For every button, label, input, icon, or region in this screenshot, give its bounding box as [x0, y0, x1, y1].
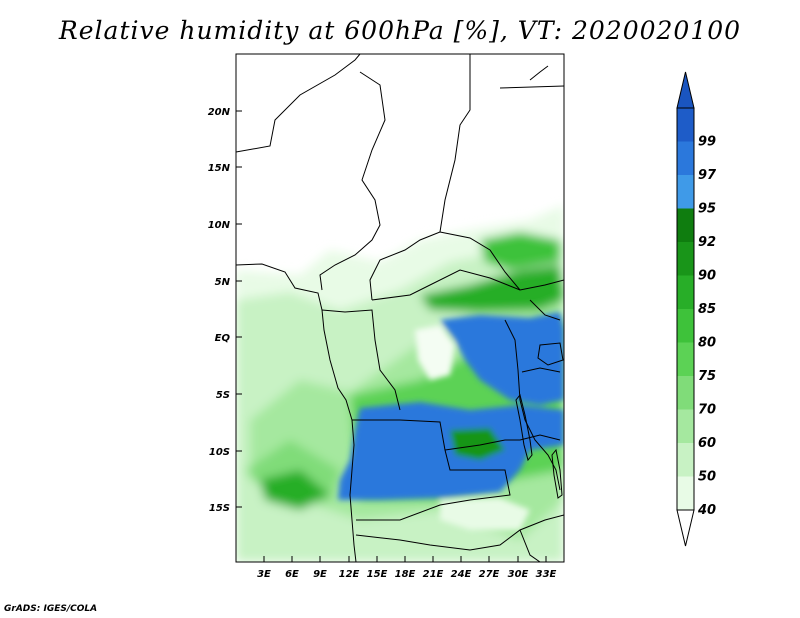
colorbar-level-label: 80: [698, 336, 716, 351]
lon-tick-label: 18E: [395, 569, 416, 580]
lat-tick-label: 5N: [215, 277, 231, 288]
lon-tick-label: 33E: [536, 569, 557, 580]
colorbar-level-label: 92: [698, 235, 716, 250]
lon-tick-label: 24E: [451, 569, 472, 580]
colorbar-segment: [677, 242, 694, 276]
rh-dry-patch-south: [440, 498, 530, 530]
country-borders: [236, 54, 564, 562]
colorbar-level-label: 97: [698, 168, 717, 183]
rh-dry-patch: [415, 325, 455, 380]
border-angola: [352, 419, 511, 521]
colorbar-segment: [677, 208, 694, 242]
map-panel: [236, 54, 564, 562]
lake-malawi: [551, 448, 563, 499]
credit-label: GrADS: IGES/COLA: [4, 604, 98, 614]
coastline: [236, 263, 357, 562]
colorbar-level-label: 40: [697, 503, 716, 518]
border-car: [371, 269, 564, 301]
colorbar-level-label: 70: [698, 403, 716, 418]
colorbar-segment: [677, 108, 694, 142]
border-north: [319, 71, 386, 291]
colorbar-segment: [677, 309, 694, 343]
colorbar-segment: [677, 409, 694, 443]
colorbar-segment: [677, 376, 694, 410]
colorbar-level-label: 60: [698, 436, 716, 451]
lat-tick-label: 20N: [208, 107, 231, 118]
lake-tanganyika: [515, 393, 533, 462]
lon-tick-label: 3E: [257, 569, 271, 580]
lon-tick-label: 6E: [285, 569, 299, 580]
lat-tick-label: EQ: [215, 333, 231, 344]
colorbar-level-label: 95: [698, 202, 716, 217]
lat-tick-label: 15S: [209, 503, 230, 514]
border-zambia: [444, 434, 561, 451]
lake-victoria: [537, 342, 564, 366]
colorbar-under-triangle: [676, 509, 695, 547]
colorbar-segment: [677, 443, 694, 477]
border-ne-coast: [529, 65, 549, 81]
rh-95-region-south: [338, 402, 564, 500]
rh-85-region: [420, 265, 564, 312]
border-congo: [321, 309, 401, 411]
border-sudan: [439, 231, 521, 291]
colorbar-segment: [677, 342, 694, 376]
lon-tick-label: 12E: [339, 569, 360, 580]
lat-tick-label: 10S: [209, 447, 230, 458]
map-frame: [235, 53, 565, 563]
humidity-field: [236, 205, 564, 562]
colorbar-level-label: 85: [698, 302, 716, 317]
lat-tick-label: 10N: [208, 220, 231, 231]
rh-92-patch: [450, 428, 505, 460]
longitude-axis: 3E 6E 9E 12E 15E 18E 21E 24E 27E 30E 33E: [257, 569, 556, 580]
latitude-axis: 20N 15N 10N 5N EQ 5S 10S 15S: [208, 107, 231, 514]
colorbar-over-triangle: [676, 71, 695, 109]
colorbar-segment: [677, 141, 694, 175]
colorbar-segment: [677, 175, 694, 209]
lon-tick-label: 27E: [479, 569, 500, 580]
lon-tick-label: 21E: [423, 569, 444, 580]
colorbar-level-label: 50: [698, 470, 716, 485]
border-sahara: [236, 54, 361, 153]
border-south: [355, 514, 564, 551]
colorbar-level-label: 75: [698, 369, 716, 384]
lat-tick-label: 15N: [208, 163, 231, 174]
colorbar-level-label: 90: [698, 269, 716, 284]
colorbar: 40 50 60 70 75 80 85 90 92 95 97 99: [676, 71, 717, 547]
colorbar-segment: [677, 275, 694, 309]
rh-85-region-south: [260, 470, 330, 510]
colorbar-frame: [676, 107, 695, 511]
tick-marks: [236, 110, 547, 562]
lon-tick-label: 9E: [313, 569, 327, 580]
colorbar-segment: [677, 476, 694, 510]
border-east-africa: [521, 299, 561, 373]
rh-85-region-east: [480, 232, 560, 270]
colorbar-level-label: 99: [698, 135, 716, 150]
border-moz: [519, 529, 541, 562]
border-northeast: [499, 85, 564, 89]
lon-tick-label: 15E: [367, 569, 388, 580]
lon-tick-label: 30E: [508, 569, 529, 580]
map-title: Relative humidity at 600hPa [%], VT: 202…: [58, 16, 742, 45]
lat-tick-label: 5S: [216, 390, 230, 401]
rh-95-region-north: [440, 312, 564, 405]
